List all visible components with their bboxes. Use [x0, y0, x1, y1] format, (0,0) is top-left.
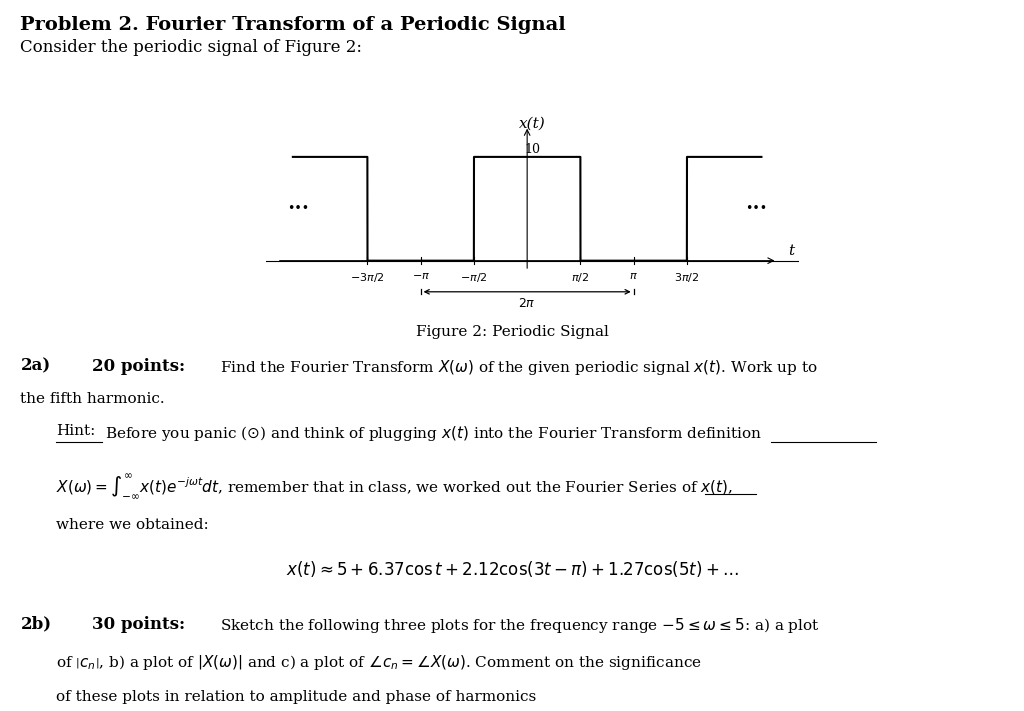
Text: $-3\pi/2$: $-3\pi/2$ — [350, 271, 385, 284]
Text: of $\left|c_n\right|$, b) a plot of $\left|X(\omega)\right|$ and c) a plot of $\: of $\left|c_n\right|$, b) a plot of $\le… — [56, 653, 702, 672]
Text: 10: 10 — [524, 143, 541, 156]
Text: •••: ••• — [745, 203, 767, 215]
Text: $-\pi$: $-\pi$ — [412, 271, 430, 281]
Text: Find the Fourier Transform $X(\omega)$ of the given periodic signal $x(t)$. Work: Find the Fourier Transform $X(\omega)$ o… — [220, 358, 818, 377]
Text: $x(t) \approx 5 + 6.37\cos t + 2.12\cos(3t - \pi) + 1.27\cos(5t) + \ldots$: $x(t) \approx 5 + 6.37\cos t + 2.12\cos(… — [286, 559, 738, 579]
Text: the fifth harmonic.: the fifth harmonic. — [20, 392, 165, 406]
Text: 30 points:: 30 points: — [92, 616, 185, 633]
Text: $3\pi/2$: $3\pi/2$ — [675, 271, 699, 284]
Text: x(t): x(t) — [519, 117, 546, 131]
Text: 20 points:: 20 points: — [92, 358, 185, 375]
Text: Problem 2. Fourier Transform of a Periodic Signal: Problem 2. Fourier Transform of a Period… — [20, 16, 566, 33]
Text: of these plots in relation to amplitude and phase of harmonics: of these plots in relation to amplitude … — [56, 690, 537, 704]
Text: 2b): 2b) — [20, 616, 51, 633]
Text: Consider the periodic signal of Figure 2:: Consider the periodic signal of Figure 2… — [20, 39, 362, 56]
Text: •••: ••• — [287, 203, 309, 215]
Text: $X(\omega) = \int_{-\infty}^{\infty} x(t)e^{-j\omega t}dt$, remember that in cla: $X(\omega) = \int_{-\infty}^{\infty} x(t… — [56, 473, 733, 502]
Text: Hint:: Hint: — [56, 424, 95, 439]
Text: $2\pi$: $2\pi$ — [518, 297, 536, 310]
Text: 2a): 2a) — [20, 358, 51, 375]
Text: $\pi/2$: $\pi/2$ — [571, 271, 590, 284]
Text: Figure 2: Periodic Signal: Figure 2: Periodic Signal — [416, 325, 608, 339]
Text: where we obtained:: where we obtained: — [56, 518, 209, 533]
Text: Before you panic ($\odot$) and think of plugging $x(t)$ into the Fourier Transfo: Before you panic ($\odot$) and think of … — [105, 424, 763, 444]
Text: t: t — [788, 244, 795, 257]
Text: $\pi$: $\pi$ — [629, 271, 638, 281]
Text: Sketch the following three plots for the frequency range $-5 \leq \omega \leq 5$: Sketch the following three plots for the… — [220, 616, 820, 635]
Text: $-\pi/2$: $-\pi/2$ — [460, 271, 487, 284]
